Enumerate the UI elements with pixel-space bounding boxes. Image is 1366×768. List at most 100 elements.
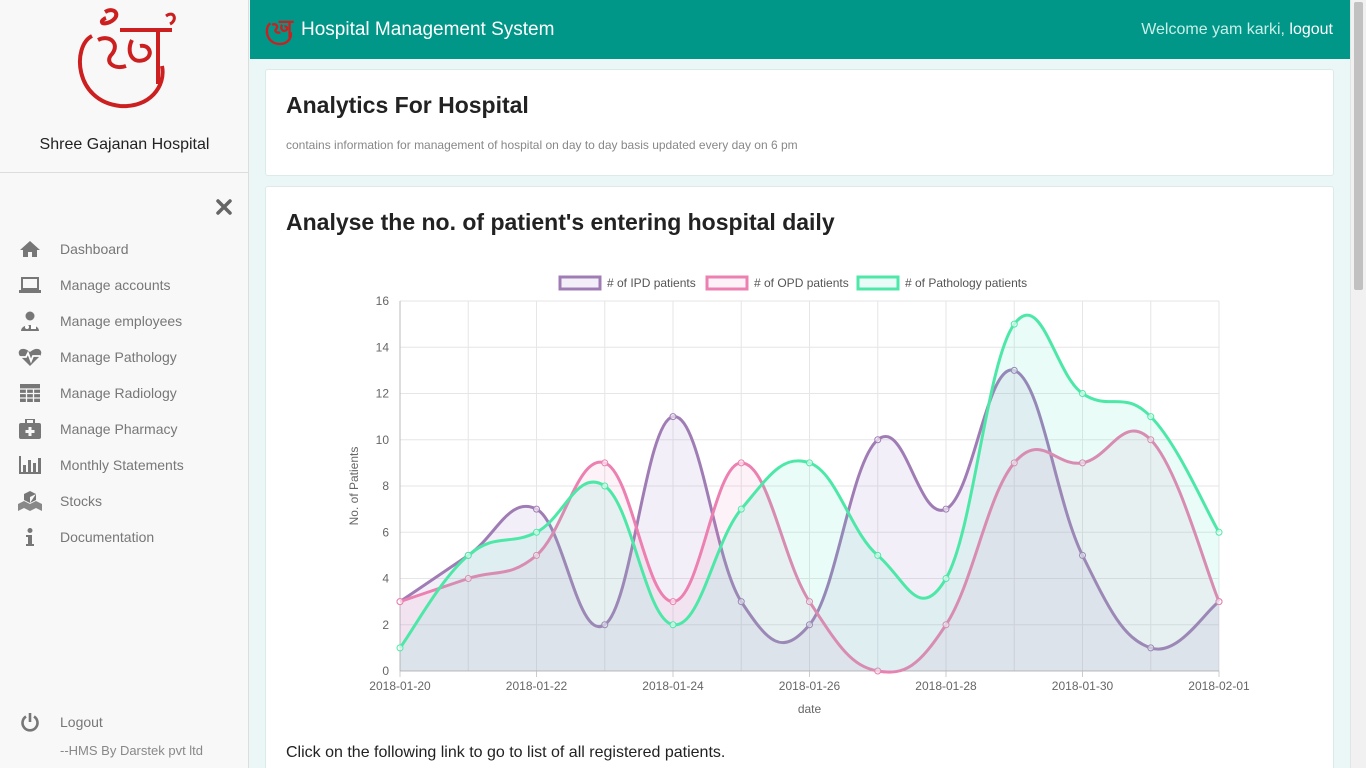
sidebar-item-label: Manage accounts bbox=[60, 277, 171, 293]
data-point bbox=[1010, 366, 1018, 374]
sidebar-item-label: Manage Pharmacy bbox=[60, 421, 178, 437]
legend-swatch bbox=[856, 275, 900, 291]
y-axis-label: No. of Patients bbox=[347, 447, 361, 526]
data-point bbox=[806, 459, 813, 467]
welcome-area: Welcome yam karki, logout bbox=[1141, 21, 1333, 39]
sidebar-item-employees[interactable]: Manage employees bbox=[0, 303, 249, 339]
sidebar-item-label: Manage Pathology bbox=[60, 349, 177, 365]
sidebar-item-radiology[interactable]: Manage Radiology bbox=[0, 375, 249, 411]
y-tick-label: 6 bbox=[382, 525, 389, 539]
data-point bbox=[669, 413, 677, 421]
home-icon bbox=[18, 239, 42, 259]
page-subtitle: contains information for management of h… bbox=[286, 138, 798, 152]
data-point bbox=[1079, 390, 1086, 397]
x-tick-label: 2018-01-20 bbox=[369, 679, 431, 693]
data-point bbox=[874, 667, 882, 675]
sidebar-item-accounts[interactable]: Manage accounts bbox=[0, 267, 249, 303]
data-point bbox=[874, 436, 882, 444]
sidebar-item-statements[interactable]: Monthly Statements bbox=[0, 447, 249, 483]
heartbeat-icon bbox=[18, 347, 42, 367]
data-point bbox=[1147, 644, 1155, 652]
data-point bbox=[1079, 551, 1086, 559]
legend-label: # of OPD patients bbox=[754, 276, 849, 290]
data-point bbox=[737, 459, 745, 467]
legend-swatch bbox=[705, 275, 749, 291]
y-tick-label: 12 bbox=[376, 387, 390, 401]
power-icon bbox=[18, 712, 42, 732]
y-tick-label: 2 bbox=[382, 618, 389, 632]
data-point bbox=[1010, 320, 1018, 328]
sidebar-item-pathology[interactable]: Manage Pathology bbox=[0, 339, 249, 375]
x-tick-label: 2018-01-22 bbox=[506, 679, 568, 693]
data-point bbox=[1215, 598, 1223, 606]
data-point bbox=[464, 551, 472, 559]
series-area-1 bbox=[400, 430, 1219, 673]
medkit-icon bbox=[18, 419, 42, 439]
data-point bbox=[942, 621, 950, 629]
sidebar-item-documentation[interactable]: Documentation bbox=[0, 519, 249, 555]
legend-label: # of Pathology patients bbox=[905, 276, 1027, 290]
legend-swatch bbox=[558, 275, 602, 291]
user-md-icon bbox=[18, 311, 42, 331]
hospital-logo bbox=[78, 8, 176, 109]
x-axis-label: date bbox=[798, 702, 822, 716]
data-point bbox=[464, 575, 472, 582]
data-point bbox=[601, 459, 609, 467]
page-scrollbar[interactable] bbox=[1350, 0, 1366, 768]
sidebar-item-pharmacy[interactable]: Manage Pharmacy bbox=[0, 411, 249, 447]
credit-text: --HMS By Darstek pvt ltd bbox=[60, 743, 204, 758]
data-point bbox=[601, 621, 609, 629]
logout-link[interactable]: logout bbox=[1289, 21, 1333, 38]
close-icon[interactable] bbox=[214, 197, 234, 217]
laptop-icon bbox=[18, 275, 42, 295]
data-point bbox=[669, 621, 677, 629]
app-title: Hospital Management System bbox=[301, 19, 555, 40]
intro-card: Analytics For Hospital contains informat… bbox=[265, 69, 1334, 176]
data-point bbox=[1147, 413, 1155, 421]
sidebar-item-stocks[interactable]: Stocks bbox=[0, 483, 249, 519]
y-tick-label: 4 bbox=[382, 572, 389, 586]
data-point bbox=[806, 598, 813, 606]
welcome-text: Welcome yam karki, bbox=[1141, 21, 1285, 38]
x-tick-label: 2018-01-30 bbox=[1052, 679, 1114, 693]
top-navbar: Hospital Management System Welcome yam k… bbox=[250, 0, 1350, 59]
data-point bbox=[737, 505, 745, 513]
sidebar-item-label: Documentation bbox=[60, 529, 155, 545]
data-point bbox=[942, 575, 950, 582]
data-point bbox=[1215, 528, 1223, 536]
data-point bbox=[669, 598, 677, 606]
registered-patients-text: Click on the following link to go to lis… bbox=[286, 744, 726, 761]
sidebar-nav: Dashboard Manage accounts Manage employe… bbox=[0, 231, 249, 555]
page-title: Analytics For Hospital bbox=[286, 92, 529, 118]
data-point bbox=[874, 551, 882, 559]
data-point bbox=[737, 598, 745, 606]
hospital-name: Shree Gajanan Hospital bbox=[39, 136, 210, 153]
y-tick-label: 16 bbox=[376, 294, 390, 308]
hospital-logo-small bbox=[265, 20, 294, 46]
data-point bbox=[1147, 436, 1155, 444]
scroll-thumb[interactable] bbox=[1354, 2, 1363, 290]
data-point bbox=[601, 482, 609, 490]
analysis-card: Analyse the no. of patient's entering ho… bbox=[265, 186, 1334, 768]
y-tick-label: 0 bbox=[382, 664, 389, 678]
patients-line-chart: 0 2 4 6 8 10 12 14 16 2018-01-20 2018-01-22 2018-01… bbox=[347, 275, 1250, 716]
x-tick-label: 2018-02-01 bbox=[1188, 679, 1250, 693]
series-line-2 bbox=[398, 313, 1221, 649]
x-tick-label: 2018-01-26 bbox=[779, 679, 841, 693]
sidebar-item-dashboard[interactable]: Dashboard bbox=[0, 231, 249, 267]
data-point bbox=[533, 528, 540, 536]
sidebar-item-label: Manage Radiology bbox=[60, 385, 177, 401]
sidebar: Shree Gajanan Hospital Dashboard Manage … bbox=[0, 0, 249, 768]
table-icon bbox=[18, 383, 42, 403]
x-tick-label: 2018-01-28 bbox=[915, 679, 977, 693]
sidebar-logout[interactable]: Logout bbox=[0, 704, 249, 740]
sidebar-item-label: Monthly Statements bbox=[60, 457, 184, 473]
y-tick-label: 14 bbox=[376, 340, 390, 354]
brand-section: Shree Gajanan Hospital bbox=[0, 0, 248, 173]
data-point bbox=[942, 505, 950, 513]
series-area-0 bbox=[400, 369, 1219, 671]
data-point bbox=[396, 644, 404, 652]
bar-chart-icon bbox=[18, 455, 42, 475]
y-tick-label: 8 bbox=[382, 479, 389, 493]
data-point bbox=[533, 551, 540, 559]
